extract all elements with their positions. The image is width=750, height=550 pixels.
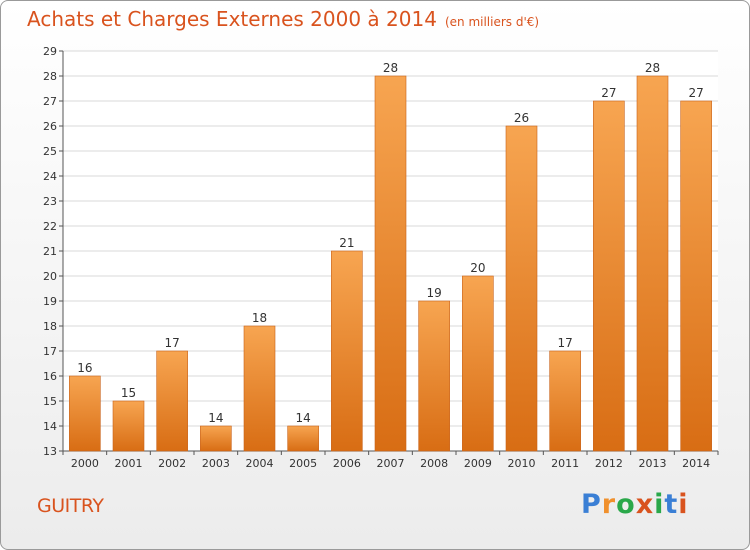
- bar: [331, 250, 363, 452]
- bar: [593, 100, 625, 452]
- logo-letter: P: [581, 489, 602, 520]
- logo-letter: t: [664, 489, 679, 520]
- x-tick-label: 2003: [202, 457, 230, 470]
- logo-letter: x: [635, 489, 655, 520]
- y-tick-label: 22: [43, 220, 57, 233]
- data-label: 28: [645, 61, 660, 75]
- x-tick-label: 2006: [333, 457, 361, 470]
- y-tick-label: 15: [43, 395, 57, 408]
- proxiti-logo: Proxiti: [581, 489, 689, 520]
- bar: [505, 125, 538, 452]
- y-tick-label: 25: [43, 145, 57, 158]
- x-tick-label: 2008: [420, 457, 448, 470]
- x-tick-label: 2004: [246, 457, 274, 470]
- x-tick-label: 2002: [158, 457, 186, 470]
- y-tick-label: 18: [43, 320, 57, 333]
- x-tick-label: 2000: [71, 457, 99, 470]
- bar: [69, 375, 101, 452]
- y-tick-label: 20: [43, 270, 57, 283]
- logo-letter: i: [654, 489, 665, 520]
- data-label: 20: [470, 261, 485, 275]
- y-tick-label: 21: [43, 245, 57, 258]
- x-tick-label: 2013: [639, 457, 667, 470]
- bar: [636, 75, 669, 452]
- y-tick-label: 27: [43, 95, 57, 108]
- chart-title: Achats et Charges Externes 2000 à 2014 (e…: [27, 7, 539, 31]
- y-tick-label: 23: [43, 195, 57, 208]
- data-label: 17: [165, 336, 180, 350]
- y-tick-label: 29: [43, 45, 57, 58]
- bar: [112, 400, 145, 452]
- bar: [418, 300, 450, 452]
- bar: [200, 425, 232, 452]
- data-label: 26: [514, 111, 529, 125]
- bar: [462, 275, 494, 452]
- data-label: 18: [252, 311, 267, 325]
- data-label: 15: [121, 386, 136, 400]
- x-tick-label: 2001: [115, 457, 143, 470]
- data-label: 14: [208, 411, 223, 425]
- bar: [287, 425, 319, 452]
- bar: [374, 75, 407, 452]
- bar: [549, 350, 581, 452]
- bar: [243, 325, 276, 452]
- y-tick-label: 26: [43, 120, 57, 133]
- bar: [156, 350, 188, 452]
- data-label: 16: [77, 361, 92, 375]
- x-tick-label: 2011: [551, 457, 579, 470]
- y-tick-label: 28: [43, 70, 57, 83]
- logo-letter: i: [678, 489, 689, 520]
- logo-letter: o: [616, 489, 636, 520]
- y-tick-label: 19: [43, 295, 57, 308]
- bar: [680, 100, 712, 452]
- y-tick-label: 14: [43, 420, 57, 433]
- x-tick-label: 2014: [682, 457, 710, 470]
- x-tick-label: 2005: [289, 457, 317, 470]
- y-tick-label: 24: [43, 170, 57, 183]
- data-label: 21: [339, 236, 354, 250]
- data-label: 27: [689, 86, 704, 100]
- commune-name: GUITRY: [37, 495, 104, 517]
- chart-subtitle: (en milliers d'€): [444, 15, 540, 29]
- title-text: Achats et Charges Externes 2000 à 2014: [27, 7, 437, 31]
- data-label: 19: [427, 286, 442, 300]
- x-tick-label: 2009: [464, 457, 492, 470]
- data-label: 27: [601, 86, 616, 100]
- y-tick-label: 17: [43, 345, 57, 358]
- data-label: 14: [296, 411, 311, 425]
- x-tick-label: 2012: [595, 457, 623, 470]
- data-label: 28: [383, 61, 398, 75]
- logo-letter: r: [601, 489, 617, 520]
- x-tick-label: 2010: [508, 457, 536, 470]
- x-tick-label: 2007: [377, 457, 405, 470]
- y-tick-label: 13: [43, 445, 57, 458]
- y-tick-label: 16: [43, 370, 57, 383]
- data-label: 17: [558, 336, 573, 350]
